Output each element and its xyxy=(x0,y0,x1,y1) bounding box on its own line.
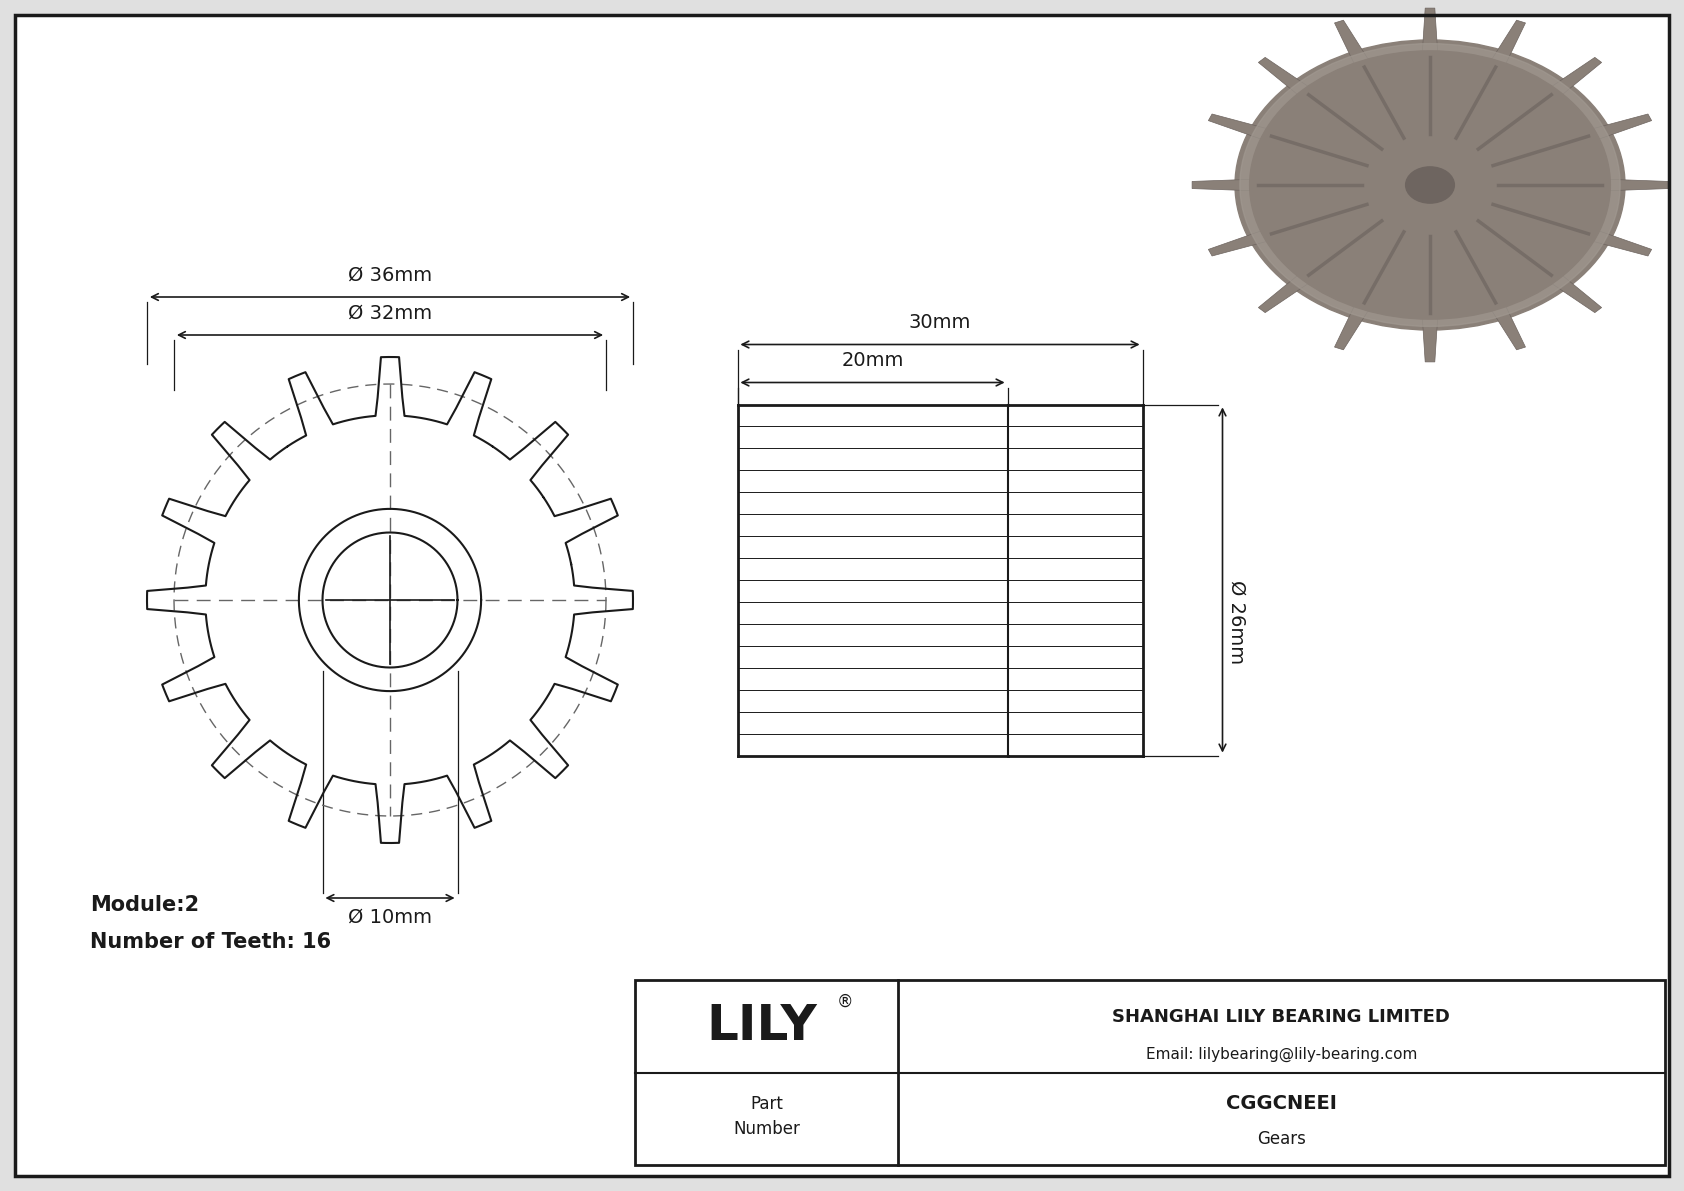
Polygon shape xyxy=(1585,114,1652,142)
Text: Ø 26mm: Ø 26mm xyxy=(1228,580,1246,665)
Polygon shape xyxy=(1546,272,1601,312)
Polygon shape xyxy=(1421,312,1438,362)
Polygon shape xyxy=(1585,229,1652,256)
Polygon shape xyxy=(1258,57,1314,99)
Polygon shape xyxy=(1421,8,1438,57)
Polygon shape xyxy=(1334,300,1372,350)
Bar xyxy=(738,405,1142,755)
Polygon shape xyxy=(1209,229,1275,256)
Ellipse shape xyxy=(1406,167,1455,204)
Polygon shape xyxy=(1546,57,1601,99)
Ellipse shape xyxy=(1250,51,1610,319)
Bar xyxy=(635,980,1665,1165)
Text: Number of Teeth: 16: Number of Teeth: 16 xyxy=(89,933,332,952)
Text: Part
Number: Part Number xyxy=(733,1096,800,1139)
Text: SHANGHAI LILY BEARING LIMITED: SHANGHAI LILY BEARING LIMITED xyxy=(1113,1008,1450,1025)
Polygon shape xyxy=(1258,272,1314,312)
Polygon shape xyxy=(1489,20,1526,69)
Text: LILY: LILY xyxy=(706,1003,817,1050)
Text: Ø 36mm: Ø 36mm xyxy=(349,266,433,285)
Polygon shape xyxy=(1334,20,1372,69)
Polygon shape xyxy=(1209,114,1275,142)
Text: 30mm: 30mm xyxy=(909,313,972,332)
Text: Email: lilybearing@lily-bearing.com: Email: lilybearing@lily-bearing.com xyxy=(1145,1047,1416,1061)
Polygon shape xyxy=(1192,179,1258,191)
Ellipse shape xyxy=(1239,44,1620,326)
Polygon shape xyxy=(1489,300,1526,350)
Text: ®: ® xyxy=(837,993,854,1011)
Text: CGGCNEEI: CGGCNEEI xyxy=(1226,1095,1337,1114)
Text: Module:2: Module:2 xyxy=(89,894,199,915)
Ellipse shape xyxy=(1234,40,1625,330)
Text: Gears: Gears xyxy=(1256,1130,1305,1148)
Polygon shape xyxy=(1601,179,1667,191)
Text: 20mm: 20mm xyxy=(842,351,904,370)
Text: Ø 32mm: Ø 32mm xyxy=(349,304,433,323)
Text: Ø 10mm: Ø 10mm xyxy=(349,908,433,927)
